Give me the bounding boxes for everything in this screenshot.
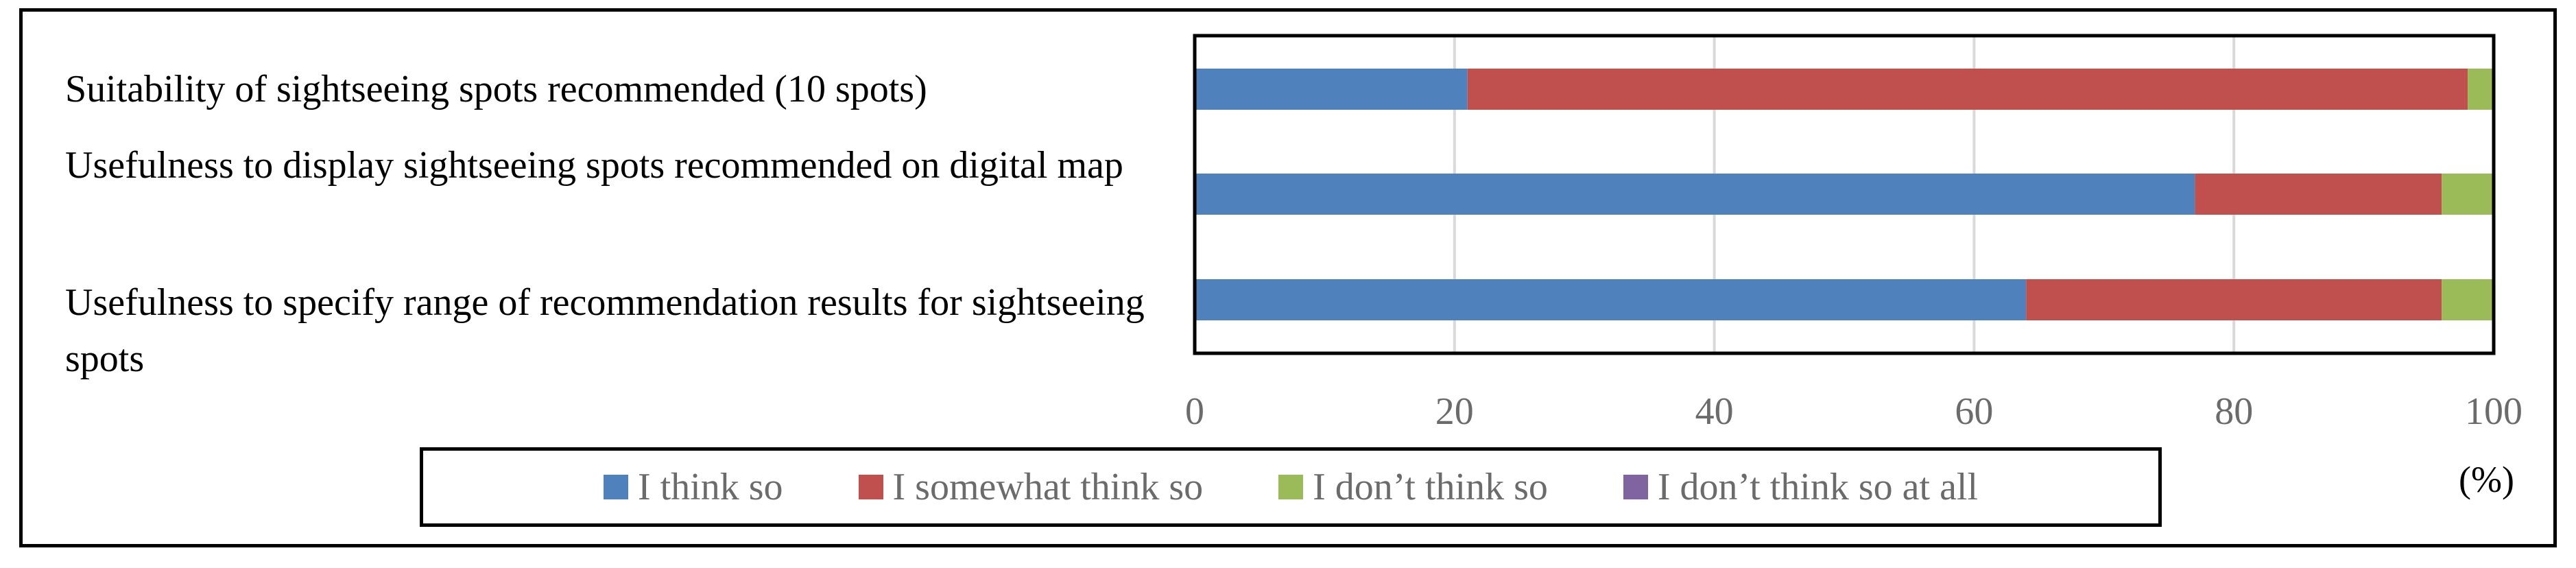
x-tick-label: 0 [1185,390,1204,433]
legend-label: I don’t think so at all [1657,466,1979,508]
bar-segment [1195,174,2195,215]
category-label-map-display: Usefulness to display sightseeing spots … [65,144,1123,187]
x-tick-label: 100 [2465,390,2523,433]
legend-swatch [1623,475,1648,499]
x-tick-label: 40 [1695,390,1734,433]
chart-frame [19,8,2557,547]
legend-swatch [603,475,628,499]
x-tick-label: 80 [2215,390,2253,433]
legend-item-think-so: I think so [603,465,783,509]
category-label-suitability: Suitability of sightseeing spots recomme… [65,68,927,110]
plot-area-border [1193,34,2496,355]
x-tick-label: 20 [1435,390,1474,433]
legend-label: I somewhat think so [892,466,1204,508]
category-label-range-spec: Usefulness to specify range of recommend… [65,281,1145,380]
legend-item-dont-think-so-at-all: I don’t think so at all [1623,465,1978,509]
bar-segment [1467,69,2468,110]
x-tick-label: 60 [1955,390,1993,433]
bar-segment [2026,279,2442,320]
bar-segment [2195,174,2442,215]
bar-segment [1195,279,2027,320]
bar-segment [1195,69,1468,110]
legend-swatch [1278,475,1304,499]
bar-segment [2442,279,2494,320]
legend: I think so I somewhat think so I don’t t… [420,447,2162,527]
legend-label: I don’t think so [1313,466,1548,508]
legend-label: I think so [637,466,783,508]
legend-swatch [858,475,883,499]
legend-item-dont-think-so: I don’t think so [1278,465,1548,509]
bar-segment [2468,69,2494,110]
bar-segment [2442,174,2494,215]
x-axis-unit-label: (%) [2459,459,2514,500]
legend-item-somewhat-think-so: I somewhat think so [858,465,1204,509]
